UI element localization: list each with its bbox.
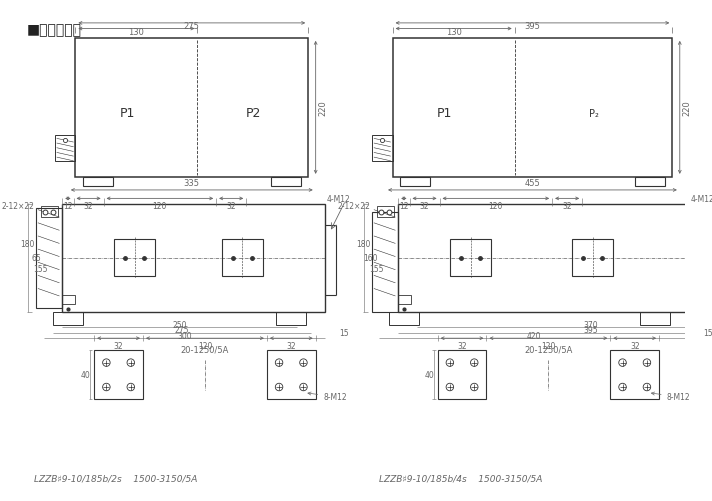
Text: 155: 155 <box>33 265 47 274</box>
Bar <box>372 212 398 312</box>
Bar <box>400 177 430 187</box>
Text: 180: 180 <box>356 239 370 248</box>
Text: 20-1250/5A: 20-1250/5A <box>181 345 229 354</box>
Text: LZZB♯9-10/185b/4s    1500-3150/5A: LZZB♯9-10/185b/4s 1500-3150/5A <box>379 473 543 482</box>
Bar <box>450 239 491 277</box>
Text: 180: 180 <box>20 239 34 248</box>
Bar <box>389 312 419 326</box>
Text: 120: 120 <box>488 202 503 211</box>
Text: 220: 220 <box>318 100 328 116</box>
Text: 250: 250 <box>172 320 187 329</box>
Bar <box>267 351 315 399</box>
Text: 40: 40 <box>80 371 90 380</box>
Bar <box>610 351 659 399</box>
Text: 65: 65 <box>32 254 41 263</box>
Text: 370: 370 <box>583 320 598 329</box>
Text: 455: 455 <box>525 179 540 188</box>
Text: 275: 275 <box>184 23 200 32</box>
Bar <box>634 177 665 187</box>
Bar <box>83 177 113 187</box>
Bar <box>55 135 75 161</box>
Bar <box>222 239 263 277</box>
Text: P1: P1 <box>120 107 135 120</box>
Text: 2-12×22: 2-12×22 <box>1 202 34 211</box>
Bar <box>62 296 75 305</box>
Text: 32: 32 <box>630 341 639 350</box>
Bar <box>377 206 394 218</box>
Text: 15: 15 <box>339 329 349 337</box>
Bar <box>75 39 308 177</box>
Text: 300: 300 <box>177 332 192 340</box>
Bar <box>398 204 689 312</box>
Text: 395: 395 <box>583 326 598 335</box>
Text: 2-12×22: 2-12×22 <box>337 202 370 211</box>
Bar <box>392 39 672 177</box>
Text: 32: 32 <box>457 341 467 350</box>
Text: 120: 120 <box>541 341 555 350</box>
Text: 275: 275 <box>174 326 189 335</box>
Text: 160: 160 <box>363 254 377 263</box>
Text: P1: P1 <box>436 107 452 120</box>
Text: 130: 130 <box>128 28 145 37</box>
Bar <box>62 204 325 312</box>
Text: 40: 40 <box>424 371 434 380</box>
Text: 32: 32 <box>286 341 296 350</box>
Text: 32: 32 <box>114 341 123 350</box>
Text: 12: 12 <box>63 202 73 211</box>
Text: 12: 12 <box>399 202 409 211</box>
Text: 4-M12: 4-M12 <box>691 194 712 203</box>
Text: P2: P2 <box>246 107 261 120</box>
Text: 32: 32 <box>226 202 236 211</box>
Text: 395: 395 <box>525 23 540 32</box>
Text: 420: 420 <box>527 332 542 340</box>
Text: 32: 32 <box>84 202 93 211</box>
Text: 32: 32 <box>419 202 429 211</box>
Bar <box>398 296 412 305</box>
Text: 8-M12: 8-M12 <box>308 392 347 401</box>
Text: P₂: P₂ <box>590 109 600 119</box>
Bar <box>41 206 58 218</box>
Text: LZZB♯9-10/185b/2s    1500-3150/5A: LZZB♯9-10/185b/2s 1500-3150/5A <box>34 473 197 482</box>
Text: ■产品外形图: ■产品外形图 <box>26 23 82 37</box>
Text: 335: 335 <box>184 179 200 188</box>
Bar <box>276 312 306 326</box>
Text: 120: 120 <box>198 341 212 350</box>
Text: 130: 130 <box>446 28 461 37</box>
Bar <box>53 312 83 326</box>
Text: 220: 220 <box>683 100 691 116</box>
Bar <box>572 239 613 277</box>
Text: 155: 155 <box>369 265 383 274</box>
Text: 8-M12: 8-M12 <box>651 392 690 401</box>
Bar <box>640 312 671 326</box>
Text: 4-M12: 4-M12 <box>327 194 351 203</box>
Bar <box>271 177 300 187</box>
Text: 120: 120 <box>152 202 167 211</box>
Text: 15: 15 <box>703 329 712 337</box>
Text: 20-1250/5A: 20-1250/5A <box>524 345 572 354</box>
Bar <box>114 239 155 277</box>
Text: 32: 32 <box>562 202 572 211</box>
Bar <box>36 208 62 309</box>
Bar <box>372 135 392 161</box>
Bar <box>438 351 486 399</box>
Bar <box>94 351 143 399</box>
